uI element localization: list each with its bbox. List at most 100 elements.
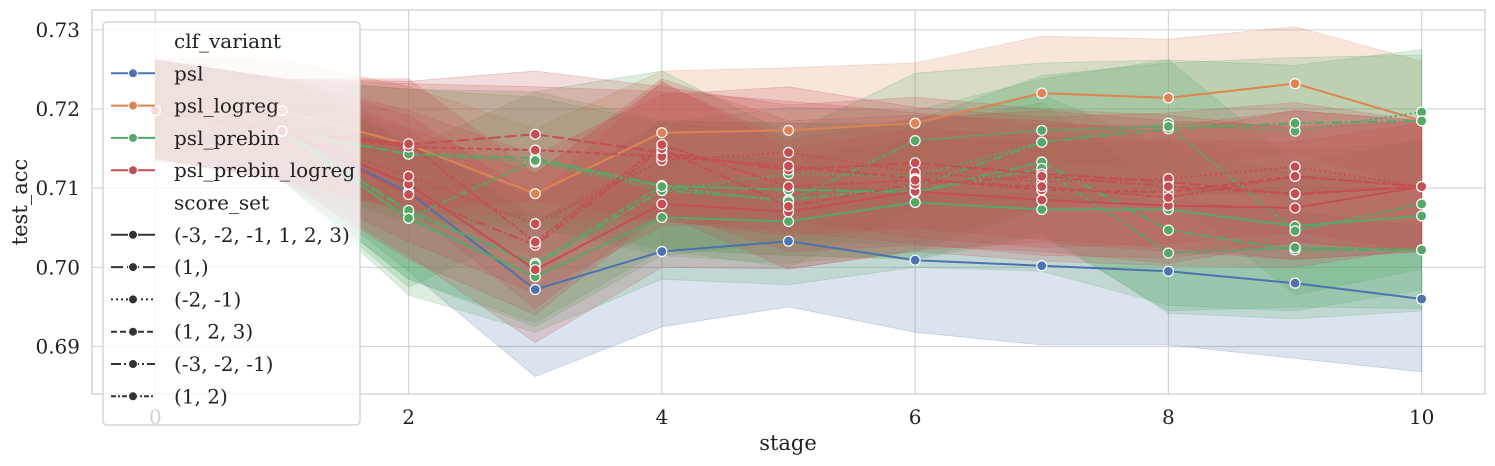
legend-marker-swatch	[128, 132, 138, 143]
data-point	[1416, 244, 1428, 256]
data-point	[1162, 92, 1175, 104]
data-point	[909, 254, 921, 266]
legend-hue-title: clf_variant	[174, 29, 281, 53]
legend-marker-swatch	[128, 326, 138, 337]
data-point	[1416, 180, 1428, 193]
x-axis-title: stage	[759, 431, 817, 455]
legend-hue-label: psl	[174, 61, 203, 85]
data-point	[1289, 117, 1301, 129]
x-tick-label: 4	[655, 405, 668, 429]
data-point	[656, 198, 668, 210]
data-point	[1289, 161, 1301, 173]
legend-hue-label: psl_prebin	[174, 126, 280, 150]
x-tick-label: 8	[1162, 405, 1175, 429]
data-point	[1162, 192, 1175, 204]
data-point	[656, 245, 668, 258]
y-tick-label: 0.70	[35, 255, 80, 279]
legend-marker-swatch	[128, 294, 138, 305]
legend-marker-swatch	[128, 229, 138, 240]
legend-style-label: (1, 2)	[174, 384, 228, 408]
legend-style-title: score_set	[174, 191, 269, 215]
data-point	[529, 154, 541, 167]
series-line	[155, 109, 1422, 265]
x-tick-label: 10	[1409, 405, 1434, 429]
data-point	[656, 180, 668, 193]
data-point	[1289, 202, 1301, 214]
data-point	[529, 144, 541, 156]
legend-marker-swatch	[128, 391, 138, 402]
data-point	[402, 212, 415, 224]
data-point	[1162, 247, 1175, 259]
legend-marker-swatch	[128, 359, 138, 369]
data-point	[1036, 170, 1048, 182]
data-point	[529, 236, 541, 248]
legend-hue-label: psl_prebin_logreg	[174, 158, 355, 182]
legend-hue-label: psl_logreg	[174, 94, 279, 118]
y-tick-label: 0.69	[35, 334, 80, 358]
data-point	[1036, 87, 1048, 99]
x-tick-labels: 0246810	[149, 405, 1434, 429]
data-point	[782, 215, 795, 227]
data-point	[782, 124, 795, 136]
data-point	[1289, 241, 1301, 254]
data-point	[1416, 115, 1428, 127]
y-axis-title: test_acc	[8, 159, 32, 246]
data-point	[782, 146, 795, 159]
legend-marker-swatch	[128, 165, 138, 176]
data-point	[529, 188, 541, 200]
data-point	[656, 211, 668, 224]
data-point	[1162, 120, 1175, 132]
y-tick-labels: 0.69 0.70 0.71 0.72 0.73	[35, 18, 80, 359]
data-point	[402, 188, 415, 201]
x-tick-label: 2	[402, 405, 415, 429]
data-point	[1162, 265, 1175, 277]
data-point	[909, 174, 921, 186]
data-point	[529, 283, 541, 296]
data-point	[1162, 180, 1175, 193]
data-point	[909, 157, 921, 169]
data-point	[529, 264, 541, 276]
data-point	[529, 128, 541, 140]
data-point	[402, 138, 415, 150]
y-tick-label: 0.73	[35, 18, 80, 42]
data-point	[1036, 180, 1048, 193]
series-line	[155, 109, 1422, 243]
x-tick-label: 6	[909, 405, 922, 429]
data-point	[782, 160, 795, 172]
legend-marker-swatch	[128, 100, 138, 111]
legend-style-label: (1,)	[174, 255, 209, 279]
data-point	[1036, 203, 1048, 216]
legend-box	[102, 21, 361, 426]
legend-style-label: (-3, -2, -1, 1, 2, 3)	[174, 223, 350, 247]
data-point	[1162, 224, 1175, 236]
data-point	[782, 180, 795, 193]
legend-marker-swatch	[128, 262, 138, 273]
data-point	[909, 196, 921, 208]
legend-style-label: (-3, -2, -1)	[174, 352, 273, 376]
data-point	[1289, 188, 1301, 200]
legend-marker-swatch	[128, 68, 138, 79]
data-point	[1036, 194, 1048, 206]
data-point	[402, 170, 415, 182]
y-tick-label: 0.72	[35, 97, 80, 121]
data-point	[1036, 260, 1048, 272]
data-point	[656, 138, 668, 151]
data-point	[656, 127, 668, 139]
data-point	[1416, 198, 1428, 210]
data-point	[909, 135, 921, 147]
data-point	[1036, 136, 1048, 148]
data-point	[1289, 170, 1301, 182]
data-point	[1036, 124, 1048, 136]
data-point	[1289, 78, 1301, 90]
data-point	[1289, 225, 1301, 237]
legend-style-label: (-2, -1)	[174, 287, 241, 311]
legend-style-label: (1, 2, 3)	[174, 320, 253, 344]
data-point	[1416, 210, 1428, 222]
data-point	[529, 218, 541, 230]
data-point	[909, 117, 921, 129]
data-point	[782, 200, 795, 212]
data-point	[1416, 293, 1428, 305]
data-point	[782, 235, 795, 247]
